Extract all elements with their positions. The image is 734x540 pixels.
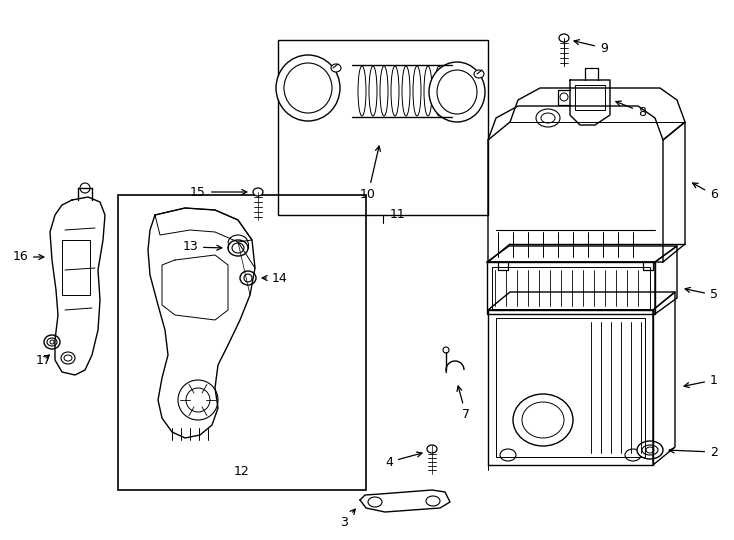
Ellipse shape xyxy=(559,34,569,42)
Bar xyxy=(575,85,605,110)
Text: 7: 7 xyxy=(457,386,470,422)
Ellipse shape xyxy=(443,347,449,353)
Ellipse shape xyxy=(642,445,658,455)
Ellipse shape xyxy=(522,402,564,438)
Text: 3: 3 xyxy=(340,509,355,529)
Text: 14: 14 xyxy=(262,272,288,285)
Ellipse shape xyxy=(560,93,568,101)
Ellipse shape xyxy=(369,66,377,116)
Ellipse shape xyxy=(646,447,654,453)
Ellipse shape xyxy=(186,388,210,412)
Text: 11: 11 xyxy=(390,208,406,221)
Ellipse shape xyxy=(424,66,432,116)
Text: 16: 16 xyxy=(12,251,44,264)
Ellipse shape xyxy=(446,66,454,116)
Text: 9: 9 xyxy=(574,39,608,55)
Ellipse shape xyxy=(44,335,60,349)
Text: 6: 6 xyxy=(693,183,718,201)
Ellipse shape xyxy=(413,66,421,116)
Ellipse shape xyxy=(625,449,641,461)
Ellipse shape xyxy=(536,109,560,127)
Bar xyxy=(62,240,90,295)
Ellipse shape xyxy=(47,338,57,346)
Ellipse shape xyxy=(178,380,218,420)
Ellipse shape xyxy=(61,352,75,364)
Text: 10: 10 xyxy=(360,146,380,201)
Ellipse shape xyxy=(426,496,440,506)
Ellipse shape xyxy=(228,240,248,256)
Text: 15: 15 xyxy=(190,186,247,199)
Bar xyxy=(118,195,366,490)
Ellipse shape xyxy=(402,66,410,116)
Ellipse shape xyxy=(391,66,399,116)
Text: 13: 13 xyxy=(182,240,222,253)
Ellipse shape xyxy=(437,70,477,114)
Ellipse shape xyxy=(276,55,340,121)
Ellipse shape xyxy=(368,497,382,507)
Ellipse shape xyxy=(64,355,72,361)
Text: 4: 4 xyxy=(385,452,422,469)
Ellipse shape xyxy=(541,113,555,123)
Ellipse shape xyxy=(474,70,484,78)
Ellipse shape xyxy=(380,66,388,116)
Ellipse shape xyxy=(244,274,252,282)
Ellipse shape xyxy=(427,445,437,453)
Text: 1: 1 xyxy=(684,374,718,388)
Ellipse shape xyxy=(284,63,332,113)
Ellipse shape xyxy=(232,243,244,253)
Bar xyxy=(278,40,488,215)
Ellipse shape xyxy=(253,188,263,196)
Text: 2: 2 xyxy=(669,446,718,458)
Text: 12: 12 xyxy=(234,465,250,478)
Ellipse shape xyxy=(240,271,256,285)
Text: 8: 8 xyxy=(616,101,646,118)
Text: 17: 17 xyxy=(36,354,52,367)
Ellipse shape xyxy=(80,183,90,193)
Ellipse shape xyxy=(429,62,485,122)
Ellipse shape xyxy=(358,66,366,116)
Ellipse shape xyxy=(435,66,443,116)
Ellipse shape xyxy=(637,441,663,459)
Ellipse shape xyxy=(500,449,516,461)
Bar xyxy=(492,267,650,309)
Ellipse shape xyxy=(50,340,54,344)
Text: 5: 5 xyxy=(685,287,718,301)
Ellipse shape xyxy=(513,394,573,446)
Ellipse shape xyxy=(331,64,341,72)
